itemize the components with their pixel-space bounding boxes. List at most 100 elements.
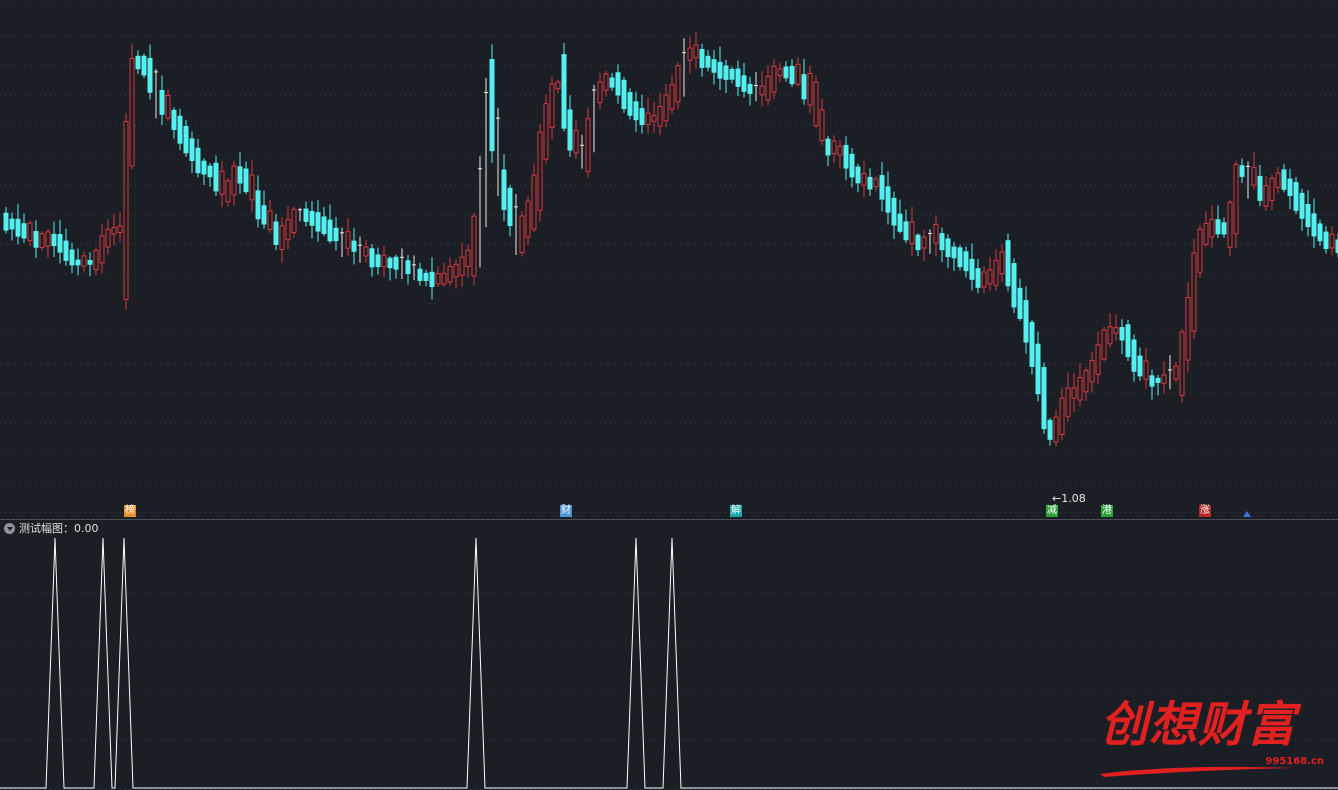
candle-body [39,233,45,249]
candle [375,247,381,275]
candle [909,206,915,257]
candle [1131,334,1137,382]
sub-gridlines [0,543,1338,790]
candle-body [1281,169,1287,190]
candle-body [1209,218,1215,238]
candle [135,50,141,75]
candle [165,89,171,122]
candle-body [261,205,267,225]
candle [1239,158,1245,184]
watermark-title: 创想财富 [1100,697,1297,753]
candle [1071,373,1077,413]
event-marker-gang[interactable]: 港 [1101,505,1113,517]
candle [1077,362,1083,407]
candle [441,262,447,287]
candle [1053,409,1059,447]
candle-body [903,221,909,241]
candle-body [489,59,495,152]
candle [933,215,939,257]
candle [9,212,15,241]
candle-body [453,263,459,278]
candle [201,158,207,186]
candle [1017,278,1023,321]
candle [747,76,753,106]
candle-body [639,108,645,126]
candle [951,241,957,272]
candle-body [165,94,171,119]
candle [471,212,477,285]
candle [1041,362,1047,435]
candle [759,71,765,107]
candle-body [447,265,453,283]
candle [315,199,321,242]
candle [369,243,375,277]
candle [825,135,831,166]
candle [675,62,681,109]
candle [693,32,699,69]
candle-body [315,212,321,232]
candle-body [1179,331,1185,396]
candle-body [1263,185,1269,207]
candle-body [1185,296,1191,361]
candle-body [1251,166,1257,186]
candle [87,252,93,277]
candle-body [1227,201,1233,248]
candle-body [1053,416,1059,443]
event-marker-jian[interactable]: 减 [1046,505,1058,517]
candle [267,199,273,233]
up-triangle-icon[interactable] [1243,511,1251,517]
candle-body [561,54,567,129]
candle-body [1035,343,1041,395]
candle-body [717,61,723,79]
candle-body [117,225,123,233]
candle [915,233,921,256]
candle [363,240,369,263]
candle-body [543,103,549,160]
candlestick-chart[interactable] [0,0,1338,519]
candle-body [369,248,375,268]
candle-body [1017,287,1023,319]
candle-body [345,231,351,249]
sub-indicator-header: 测试幅图 ： 0.00 [4,521,99,535]
sub-indicator-chart[interactable] [0,520,1338,790]
candle [129,43,135,169]
candle [459,243,465,287]
candle [1161,361,1167,394]
candle [1293,176,1299,215]
event-marker-jie[interactable]: 解 [730,505,742,517]
candle [1233,160,1239,248]
event-marker-cai[interactable]: 财 [560,505,572,517]
candle-body [837,145,843,156]
candle [189,131,195,173]
candle-body [3,212,9,231]
candle [741,63,747,98]
candle [831,135,837,164]
candle-body [831,140,837,154]
candle [567,95,573,157]
collapse-toggle-icon[interactable] [4,522,15,534]
candle [1095,331,1101,385]
candle [981,266,987,294]
candle [585,107,591,178]
event-marker-zhang[interactable]: 涨 [1199,505,1211,517]
candle [1011,258,1017,313]
candle [795,57,801,87]
candle [207,163,213,187]
candle [1023,286,1029,354]
candle [358,236,362,263]
candle-body [291,208,297,234]
candle-body [993,260,999,286]
candle [333,216,339,251]
candle [999,244,1005,282]
candle-body [303,208,309,222]
event-marker-bang[interactable]: 榜 [124,505,136,517]
candle-body [363,246,369,257]
candle-body [225,180,231,203]
candle-body [51,233,57,247]
candle [327,204,333,244]
candle-body [879,175,885,200]
candle-body [525,200,531,238]
candle [1335,233,1338,258]
candle [273,213,279,251]
candle-body [87,260,93,265]
